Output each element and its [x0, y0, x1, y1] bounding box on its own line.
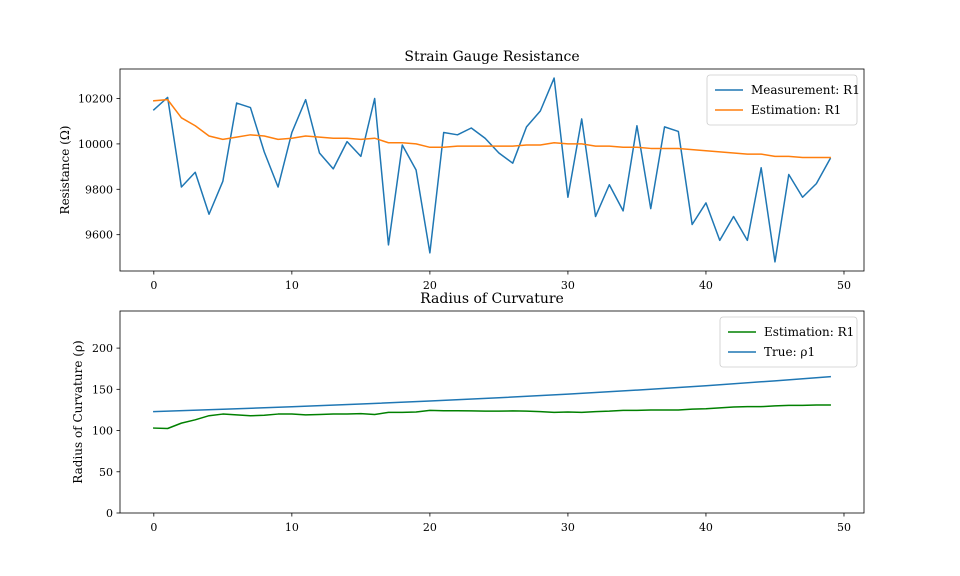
- chart-2: Radius of Curvature Radius of Curvature (…: [71, 291, 865, 534]
- legend-frame: [706, 74, 858, 126]
- x-tick-label: 0: [150, 521, 157, 534]
- y-tick-label: 10200: [78, 93, 113, 106]
- x-tick-label: 30: [561, 521, 575, 534]
- series-group: [152, 77, 832, 263]
- y-tick-label: 150: [92, 383, 113, 396]
- series-line-2: [153, 98, 831, 159]
- y-tick-label: 50: [99, 466, 113, 479]
- y-tick-label: 100: [92, 425, 113, 438]
- legend-label-2: True: ρ1: [764, 345, 815, 359]
- x-tick-label: 10: [285, 279, 299, 292]
- legend: Measurement: R1 Estimation: R1: [706, 74, 860, 126]
- chart-1: Strain Gauge Resistance Resistance (Ω) 0 10…: [58, 49, 865, 292]
- legend-label-1: Measurement: R1: [751, 83, 860, 97]
- y-axis-label: Resistance (Ω): [58, 126, 72, 215]
- series-line-1: [153, 404, 831, 430]
- series-group: [153, 375, 831, 430]
- chart-title: Radius of Curvature: [420, 291, 564, 307]
- x-tick-label: 0: [150, 279, 157, 292]
- x-tick-label: 20: [423, 521, 437, 534]
- y-tick-label: 9600: [85, 229, 113, 242]
- y-axis-label: Radius of Curvature (ρ): [71, 340, 85, 483]
- legend-label-2: Estimation: R1: [751, 103, 841, 117]
- x-tick-label: 20: [423, 279, 437, 292]
- chart-title: Strain Gauge Resistance: [404, 49, 579, 65]
- legend-label-1: Estimation: R1: [764, 325, 854, 339]
- x-tick-label: 30: [561, 279, 575, 292]
- axes-frame: [119, 310, 865, 514]
- y-tick-label: 9800: [85, 183, 113, 196]
- x-tick-label: 50: [837, 521, 851, 534]
- x-tick-label: 40: [699, 521, 713, 534]
- y-tick-label: 10000: [78, 138, 113, 151]
- x-tick-label: 40: [699, 279, 713, 292]
- y-tick-label: 200: [92, 342, 113, 355]
- legend: Estimation: R1 True: ρ1: [719, 316, 858, 368]
- axes-frame: [119, 68, 865, 272]
- series-line-2: [153, 375, 831, 413]
- x-tick-label: 10: [285, 521, 299, 534]
- y-tick-label: 0: [106, 507, 113, 520]
- legend-frame: [719, 316, 858, 368]
- x-tick-label: 50: [837, 279, 851, 292]
